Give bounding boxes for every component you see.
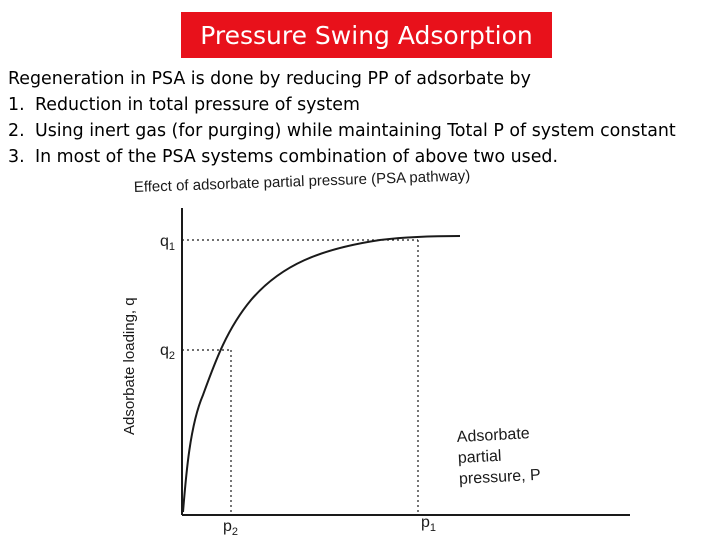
x-axis-label: Adsorbate partial pressure, P bbox=[456, 425, 541, 488]
list-item: 3. In most of the PSA systems combination… bbox=[8, 144, 714, 170]
p2-label: p2 bbox=[223, 518, 238, 538]
item-text: Using inert gas (for purging) while main… bbox=[35, 121, 676, 141]
item-text: In most of the PSA systems combination o… bbox=[35, 147, 558, 167]
item-number: 3. bbox=[8, 147, 25, 167]
x-axis-label-line: pressure, P bbox=[459, 467, 542, 488]
slide-body: Regeneration in PSA is done by reducing … bbox=[8, 66, 714, 170]
list-item: 1. Reduction in total pressure of system bbox=[8, 92, 714, 118]
y-axis-label: Adsorbate loading, q bbox=[121, 297, 138, 435]
q1-label: q1 bbox=[160, 233, 175, 253]
x-axis-label-line: partial bbox=[457, 448, 501, 467]
item-number: 1. bbox=[8, 95, 25, 115]
list-item: 2. Using inert gas (for purging) while ma… bbox=[8, 118, 714, 144]
isotherm-curve bbox=[182, 235, 461, 513]
item-number: 2. bbox=[8, 121, 25, 141]
q2-label: q2 bbox=[160, 342, 175, 362]
figure-title: Effect of adsorbate partial pressure (PS… bbox=[134, 167, 471, 196]
slide-title: Pressure Swing Adsorption bbox=[181, 12, 552, 58]
p1-label: p1 bbox=[421, 514, 436, 534]
x-axis-label-line: Adsorbate bbox=[456, 425, 530, 446]
intro-text: Regeneration in PSA is done by reducing … bbox=[8, 69, 531, 89]
item-text: Reduction in total pressure of system bbox=[35, 95, 360, 115]
